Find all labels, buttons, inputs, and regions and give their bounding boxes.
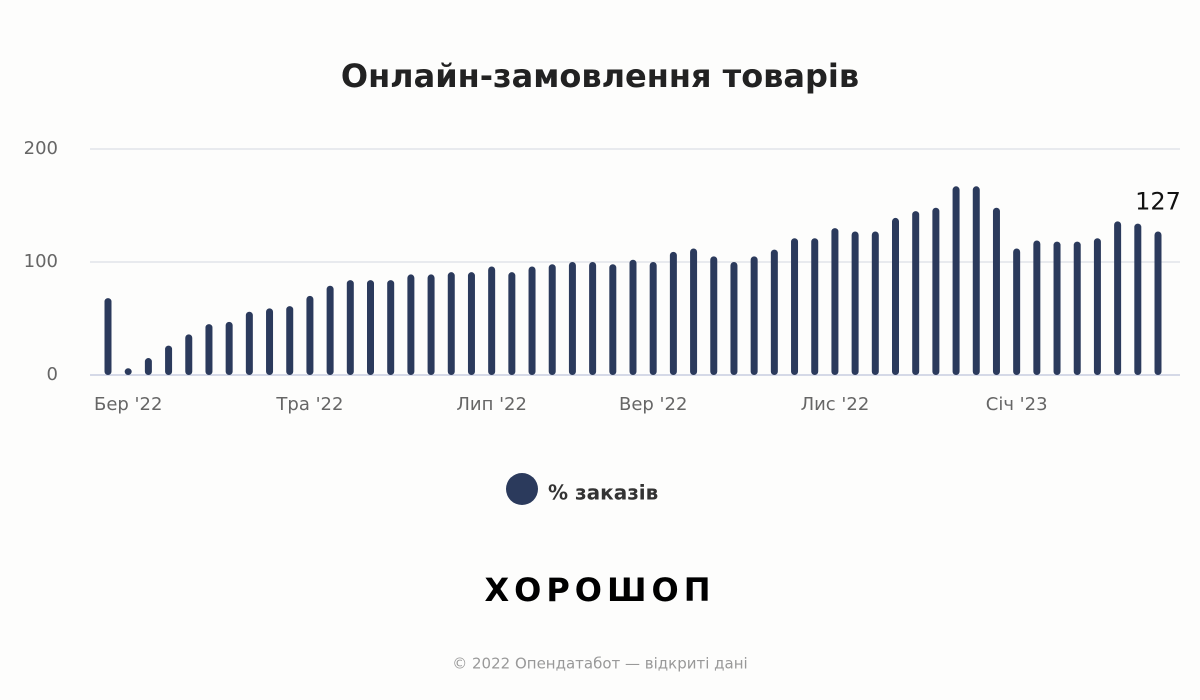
bar xyxy=(992,207,1000,375)
x-tick-label: Бер '22 xyxy=(94,394,162,415)
bar xyxy=(770,249,778,375)
bar xyxy=(286,306,294,375)
bar xyxy=(932,207,940,375)
footer: © 2022 Опендатабот — відкриті дані xyxy=(452,655,747,673)
bar xyxy=(165,345,173,375)
bar xyxy=(1154,231,1162,375)
bar xyxy=(952,186,960,375)
bar xyxy=(1053,241,1061,375)
bar xyxy=(367,280,374,375)
bar xyxy=(205,324,213,375)
bar xyxy=(245,311,253,375)
bar xyxy=(669,251,677,375)
bar xyxy=(185,334,193,375)
bar xyxy=(811,238,819,375)
x-tick-label: Тра '22 xyxy=(275,394,343,415)
bar xyxy=(892,217,899,375)
bar xyxy=(589,262,597,375)
bar xyxy=(1073,241,1081,375)
bar xyxy=(912,211,920,375)
data-label: 127 xyxy=(1135,187,1181,215)
bar xyxy=(306,295,314,375)
bar xyxy=(407,274,415,375)
brand-logo: ХОРОШОП xyxy=(484,571,715,609)
bar xyxy=(831,228,839,375)
bar xyxy=(528,266,536,375)
bar xyxy=(750,256,758,375)
bar xyxy=(791,238,799,375)
legend-marker xyxy=(506,473,538,505)
bar xyxy=(690,248,698,375)
bar xyxy=(568,262,576,375)
bar xyxy=(225,321,233,375)
bar xyxy=(346,280,354,375)
y-tick-label: 0 xyxy=(47,364,58,385)
bar xyxy=(629,259,637,375)
bar xyxy=(427,274,435,375)
bar xyxy=(1033,240,1041,375)
bar xyxy=(851,231,859,375)
bar xyxy=(144,358,152,375)
bar xyxy=(609,264,617,375)
bar xyxy=(710,256,718,375)
bar xyxy=(871,231,879,375)
bar xyxy=(266,308,274,375)
bar xyxy=(326,285,334,375)
bar xyxy=(1013,248,1021,375)
x-tick-label: Січ '23 xyxy=(986,394,1048,415)
bar xyxy=(124,368,132,375)
bar xyxy=(548,264,556,375)
y-tick-label: 200 xyxy=(24,138,58,159)
bar xyxy=(972,186,980,375)
bar xyxy=(467,272,475,375)
legend-label: % заказів xyxy=(548,481,658,505)
x-tick-label: Лис '22 xyxy=(801,394,870,415)
bar xyxy=(649,262,657,375)
x-tick-label: Лип '22 xyxy=(456,394,527,415)
bar xyxy=(488,266,496,375)
bar xyxy=(387,280,395,375)
bar xyxy=(1134,223,1142,375)
bar xyxy=(508,272,516,375)
chart-title: Онлайн-замовлення товарів xyxy=(341,57,859,95)
bar xyxy=(730,262,738,375)
bar xyxy=(104,298,112,375)
bar xyxy=(1114,221,1122,375)
x-tick-label: Вер '22 xyxy=(619,394,687,415)
bar xyxy=(447,272,455,375)
y-tick-label: 100 xyxy=(24,251,58,272)
bar xyxy=(1093,238,1101,375)
